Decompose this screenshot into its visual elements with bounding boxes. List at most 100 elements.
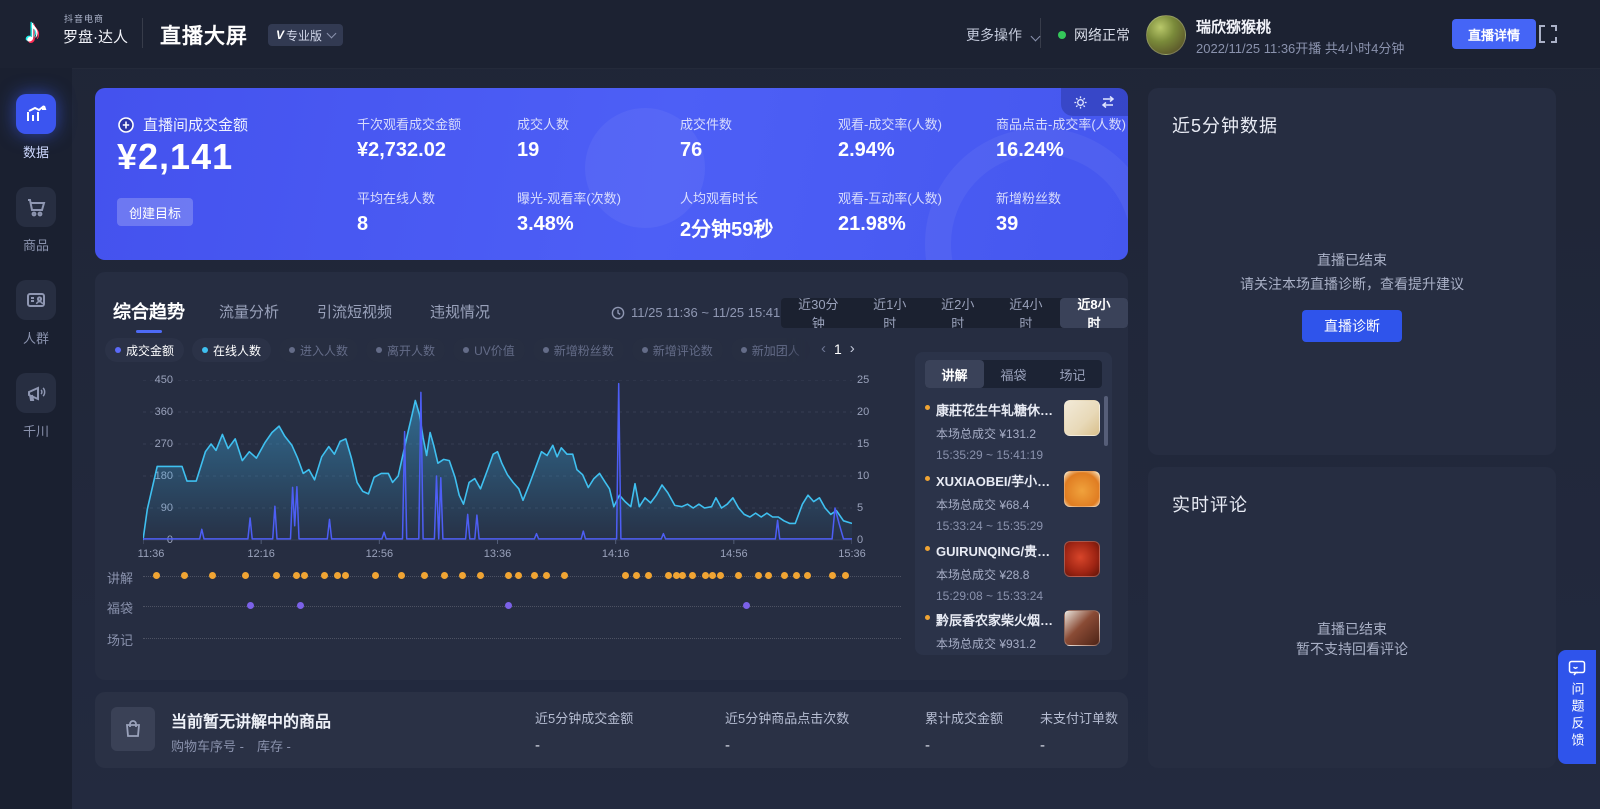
marker-row-label: 福袋 xyxy=(107,601,134,616)
version-badge[interactable]: V 专业版 xyxy=(268,24,344,46)
pager-prev-icon[interactable]: ‹ xyxy=(821,340,826,357)
live-detail-button[interactable]: 直播详情 xyxy=(1452,19,1537,49)
metric-label: 观看-互动率(人数) xyxy=(838,191,942,206)
trend-plot[interactable] xyxy=(142,379,853,548)
tab-violations[interactable]: 违规情况 xyxy=(430,304,491,321)
marker-dotted-line xyxy=(143,606,901,607)
marker-row-luckybag: 福袋 xyxy=(95,598,915,616)
panel-tab-scene[interactable]: 场记 xyxy=(1043,360,1102,388)
metric-label: 成交人数 xyxy=(517,117,570,132)
page-title: 直播大屏 xyxy=(160,25,248,48)
range-30min[interactable]: 近30分钟 xyxy=(781,298,856,328)
product-title: 黔辰香农家柴火烟熏... xyxy=(936,613,1054,628)
legend-online-users[interactable]: 在线人数 xyxy=(192,338,272,362)
id-card-person-icon xyxy=(16,280,56,320)
megaphone-icon xyxy=(16,373,56,413)
legend-new-group[interactable]: 新加团人 xyxy=(730,338,810,362)
product-title: 康莊花生牛轧糖休闲... xyxy=(936,403,1054,418)
legend-uv-value[interactable]: UV价值 xyxy=(453,338,525,362)
pager-next-icon[interactable]: › xyxy=(849,340,855,357)
trend-chart-card: 综合趋势 流量分析 引流短视频 违规情况 11/25 11:36 ~ 11/25… xyxy=(95,272,1128,680)
product-thumbnail xyxy=(1064,471,1100,507)
legend-new-comments[interactable]: 新增评论数 xyxy=(631,338,723,362)
explain-item[interactable]: 康莊花生牛轧糖休闲... 本场总成交 ¥131.2 15:35:29 ~ 15:… xyxy=(925,400,1102,462)
x-axis-tick-label: 13:36 xyxy=(483,548,512,560)
range-2h[interactable]: 近2小时 xyxy=(924,298,992,328)
decorative-circle xyxy=(585,108,705,228)
marker-dot xyxy=(678,572,686,579)
left-nav-sidebar: 数据 商品 人群 千川 xyxy=(0,68,72,809)
explain-item[interactable]: XUXIAOBEI/芋小贝... 本场总成交 ¥68.4 15:33:24 ~ … xyxy=(925,471,1102,533)
brand-small: 抖音电商 xyxy=(64,14,105,24)
tab-traffic-analysis[interactable]: 流量分析 xyxy=(219,304,280,321)
metrics-grid: 千次观看成交金额 ¥2,732.02 成交人数 19 成交件数 76 观看-成交率(人… xyxy=(357,88,1127,260)
legend-gmv[interactable]: 成交金额 xyxy=(105,338,185,362)
stat-total-gmv: 累计成交金额 - xyxy=(925,711,1004,754)
live-diagnose-button[interactable]: 直播诊断 xyxy=(1302,310,1402,342)
range-1h[interactable]: 近1小时 xyxy=(856,298,924,328)
ended-line2: 暂不支持回看评论 xyxy=(1296,641,1408,657)
legend-leaves[interactable]: 离开人数 xyxy=(366,338,446,362)
scrollbar-thumb[interactable] xyxy=(1104,396,1108,446)
sidebar-item-data[interactable]: 数据 xyxy=(0,94,72,161)
sidebar-item-qianchuan[interactable]: 千川 xyxy=(0,373,72,440)
feedback-float-button[interactable]: 问题反馈 xyxy=(1558,650,1596,764)
swap-icon[interactable] xyxy=(1100,95,1116,109)
marker-dot xyxy=(717,572,725,579)
marker-dot xyxy=(764,572,772,579)
legend-new-fans[interactable]: 新增粉丝数 xyxy=(532,338,624,362)
card-title: 实时评论 xyxy=(1172,495,1248,515)
x-axis-labels: 11:36 12:16 12:56 13:36 14:16 14:56 15:36 xyxy=(138,548,866,562)
legend-dot xyxy=(542,347,549,353)
metric-value: ¥2,732.02 xyxy=(357,139,446,161)
range-8h[interactable]: 近8小时 xyxy=(1059,298,1128,328)
sidebar-item-audience[interactable]: 人群 xyxy=(0,280,72,347)
create-goal-button[interactable]: 创建目标 xyxy=(117,198,194,226)
marker-dot xyxy=(734,572,742,579)
marker-dot xyxy=(342,572,350,579)
version-v: V xyxy=(276,28,285,42)
legend-dot xyxy=(376,347,383,353)
sidebar-item-products[interactable]: 商品 xyxy=(0,187,72,254)
no-explaining-product-title: 当前暂无讲解中的商品 xyxy=(171,714,332,731)
tab-referral-videos[interactable]: 引流短视频 xyxy=(317,304,393,321)
product-time-range: 15:35:29 ~ 15:41:19 xyxy=(936,448,1044,462)
axis-tick-label: 10 xyxy=(857,470,870,482)
more-actions-menu[interactable]: 更多操作 xyxy=(966,25,1041,45)
streamer-name: 瑞欣猕猴桃 xyxy=(1196,19,1272,36)
fullscreen-icon[interactable] xyxy=(1538,24,1560,46)
marker-dot xyxy=(247,602,255,609)
x-axis-tick-label: 11:36 xyxy=(137,548,165,560)
marker-dot xyxy=(780,572,788,579)
explain-item[interactable]: 黔辰香农家柴火烟熏... 本场总成交 ¥931.2 xyxy=(925,610,1102,652)
marker-row-label: 讲解 xyxy=(107,571,134,586)
pager-page-number: 1 xyxy=(834,340,842,357)
explain-list-panel: 讲解 福袋 场记 康莊花生牛轧糖休闲... 本场总成交 ¥131.2 15:35… xyxy=(915,352,1112,655)
marker-dot xyxy=(398,572,406,579)
explain-item[interactable]: GUIRUNQING/贵润... 本场总成交 ¥28.8 15:29:08 ~ … xyxy=(925,541,1102,603)
panel-tab-luckybag[interactable]: 福袋 xyxy=(984,360,1043,388)
range-4h[interactable]: 近4小时 xyxy=(992,298,1060,328)
sidebar-item-label: 商品 xyxy=(22,238,49,253)
green-status-dot xyxy=(1058,31,1066,39)
legend-entries[interactable]: 进入人数 xyxy=(279,338,359,362)
chevron-down-icon xyxy=(1030,31,1041,42)
panel-tab-explain[interactable]: 讲解 xyxy=(925,360,984,388)
marker-dot xyxy=(673,572,681,579)
session-info: 2022/11/25 11:36开播 共4小时4分钟 xyxy=(1196,41,1405,56)
marker-dot xyxy=(371,572,379,579)
axis-tick-label: 15 xyxy=(857,438,870,450)
marker-dot xyxy=(829,572,837,579)
metric-value: 2分钟59秒 xyxy=(680,219,774,241)
marker-dot xyxy=(664,572,672,579)
x-axis-tick-label: 14:16 xyxy=(601,548,630,560)
card-title: 近5分钟数据 xyxy=(1172,116,1279,136)
marker-row-label: 场记 xyxy=(107,633,134,648)
tab-overall-trend[interactable]: 综合趋势 xyxy=(113,298,185,324)
gear-icon[interactable] xyxy=(1073,95,1088,110)
marker-dot xyxy=(420,572,428,579)
comment-icon xyxy=(1568,660,1586,676)
x-axis-tick-label: 12:56 xyxy=(365,548,394,560)
bullet-dot xyxy=(925,615,930,620)
y-axis-right: 25 20 15 10 5 0 xyxy=(857,374,893,546)
